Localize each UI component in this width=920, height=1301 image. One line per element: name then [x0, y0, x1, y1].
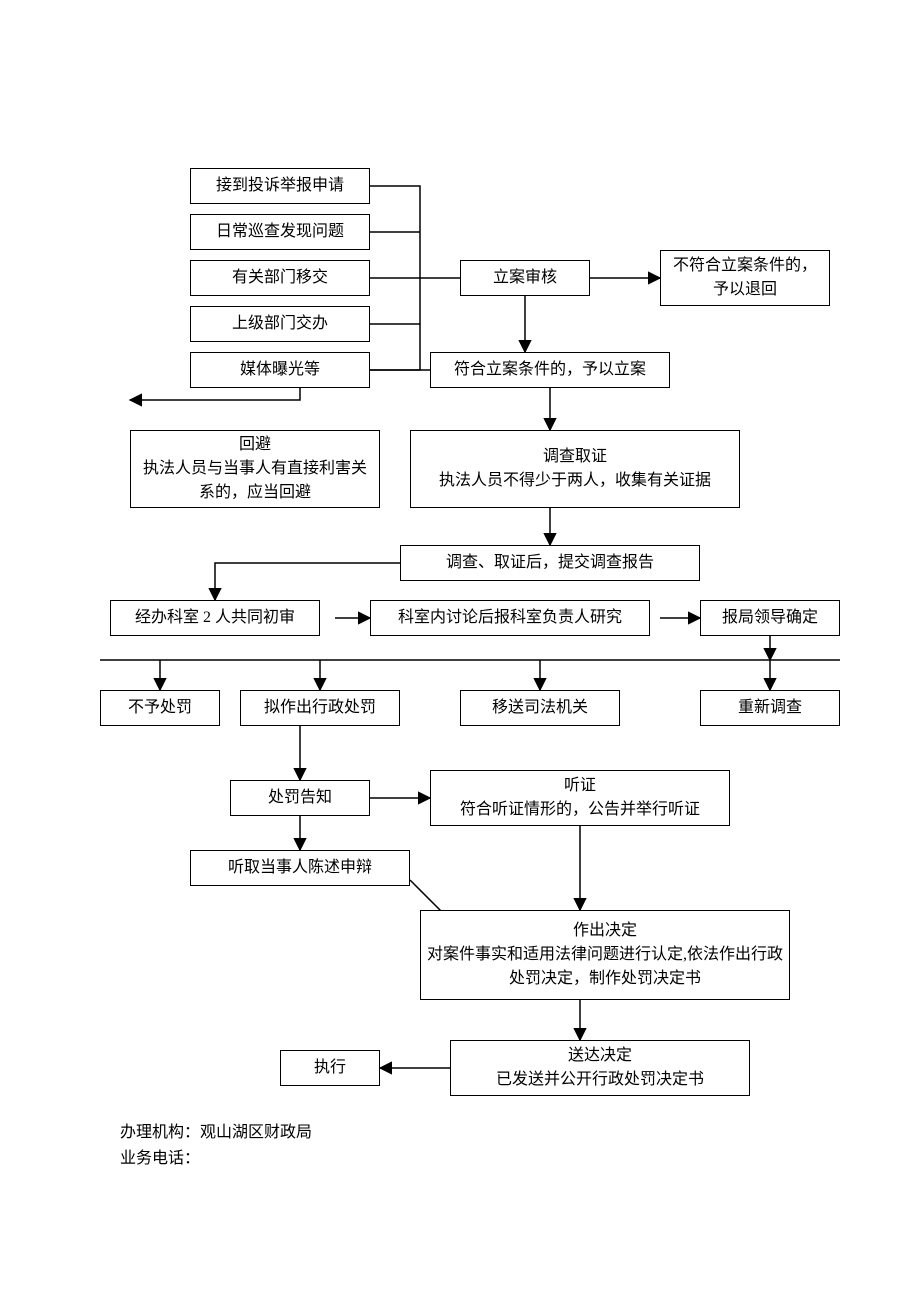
footer-line-1: 办理机构：观山湖区财政局	[120, 1120, 312, 1146]
edge	[215, 563, 400, 600]
node-songda: 送达决定已发送并公开行政处罚决定书	[450, 1040, 750, 1096]
node-lingdao: 报局领导确定	[700, 600, 840, 636]
node-tingzheng: 听证符合听证情形的，公告并举行听证	[430, 770, 730, 826]
node-chongxin: 重新调查	[700, 690, 840, 726]
node-taolun: 科室内讨论后报科室负责人研究	[370, 600, 650, 636]
node-tingqu: 听取当事人陈述申辩	[190, 850, 410, 886]
flowchart-canvas: 办理机构：观山湖区财政局 业务电话： 接到投诉举报申请日常巡查发现问题有关部门移…	[0, 0, 920, 1301]
edge	[370, 324, 420, 370]
node-src5: 媒体曝光等	[190, 352, 370, 388]
node-diaocha: 调查取证执法人员不得少于两人，收集有关证据	[410, 430, 740, 508]
node-buyuchufa: 不予处罚	[100, 690, 220, 726]
node-src2: 日常巡查发现问题	[190, 214, 370, 250]
footer-line-2: 业务电话：	[120, 1146, 200, 1172]
edge	[370, 278, 420, 324]
node-huibi: 回避执法人员与当事人有直接利害关系的，应当回避	[130, 430, 380, 508]
node-src4: 上级部门交办	[190, 306, 370, 342]
edge	[370, 186, 460, 278]
node-gaozhi: 处罚告知	[230, 780, 370, 816]
node-jueding: 作出决定对案件事实和适用法律问题进行认定,依法作出行政处罚决定，制作处罚决定书	[420, 910, 790, 1000]
node-reject: 不符合立案条件的，予以退回	[660, 250, 830, 306]
node-src1: 接到投诉举报申请	[190, 168, 370, 204]
node-chushen: 经办科室 2 人共同初审	[110, 600, 320, 636]
node-baogao: 调查、取证后，提交调查报告	[400, 545, 700, 581]
edges-layer	[0, 0, 920, 1301]
node-zhixing: 执行	[280, 1050, 380, 1086]
node-lian: 立案审核	[460, 260, 590, 296]
node-nizuo: 拟作出行政处罚	[240, 690, 400, 726]
node-src3: 有关部门移交	[190, 260, 370, 296]
node-yisong: 移送司法机关	[460, 690, 620, 726]
node-accept: 符合立案条件的，予以立案	[430, 352, 670, 388]
